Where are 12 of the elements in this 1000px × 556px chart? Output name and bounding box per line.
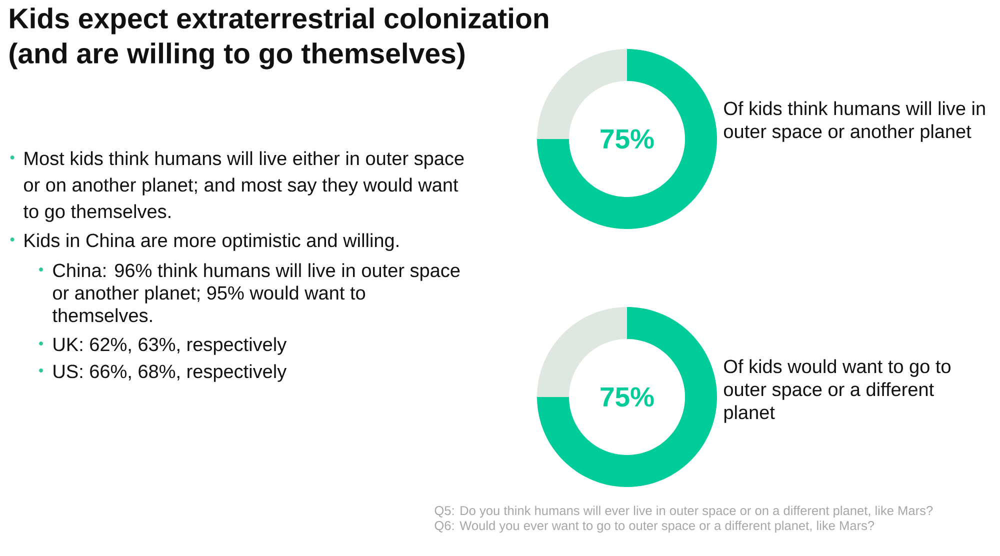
text: Most kids think humans will live either in outer space or on another planet; and most say they would want to go themselves. bbox=[23, 151, 464, 222]
data-label: 75% bbox=[600, 129, 654, 149]
text: China: 96% think humans will live in outer space or another planet; 95% would want to themselves. bbox=[52, 263, 460, 322]
text: UK: 62%, 63%, respectively bbox=[54, 337, 287, 355]
slice-label: Of kids would want to go to outer space or a different planet bbox=[724, 359, 950, 423]
text: Kids expect extraterrestrial colonization (and are willing to go themselves) bbox=[10, 8, 548, 70]
data-label: 75% bbox=[600, 387, 654, 407]
text: US: 66%, 68%, respectively bbox=[54, 364, 287, 382]
text: Kids in China are more optimistic and willing. bbox=[24, 233, 398, 251]
text: Q6: Would you ever want to go to outer space or a different planet, like Mars? bbox=[434, 520, 874, 533]
slice-label: Of kids think humans will live in outer space or another planet bbox=[724, 101, 985, 142]
text: Q5: Do you think humans will ever live in outer space or on a different planet, like Mars? bbox=[434, 506, 933, 518]
